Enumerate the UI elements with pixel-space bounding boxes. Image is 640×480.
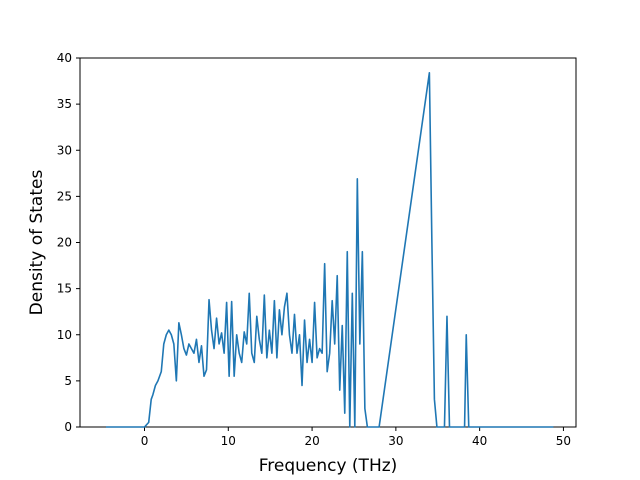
y-tick-label: 35 (57, 97, 72, 111)
x-axis-label: Frequency (THz) (259, 456, 398, 476)
dos-series-line (105, 71, 554, 428)
y-tick-label: 10 (57, 328, 72, 342)
x-tick-label: 10 (221, 434, 236, 448)
x-tick-label: 50 (556, 434, 571, 448)
y-tick-label: 20 (57, 236, 72, 250)
x-tick-label: 40 (472, 434, 487, 448)
y-tick-label: 5 (64, 374, 72, 388)
y-tick-label: 15 (57, 282, 72, 296)
y-tick-label: 40 (57, 51, 72, 65)
x-tick-label: 0 (141, 434, 149, 448)
y-tick-label: 25 (57, 189, 72, 203)
x-tick-label: 30 (388, 434, 403, 448)
y-axis-label: Density of States (27, 170, 47, 316)
y-tick-label: 0 (64, 420, 72, 434)
y-axis-ticks: 0 5 10 15 20 25 30 35 40 (57, 51, 80, 434)
x-tick-label: 20 (304, 434, 319, 448)
x-axis-ticks: 0 10 20 30 40 50 (141, 427, 571, 448)
y-tick-label: 30 (57, 143, 72, 157)
